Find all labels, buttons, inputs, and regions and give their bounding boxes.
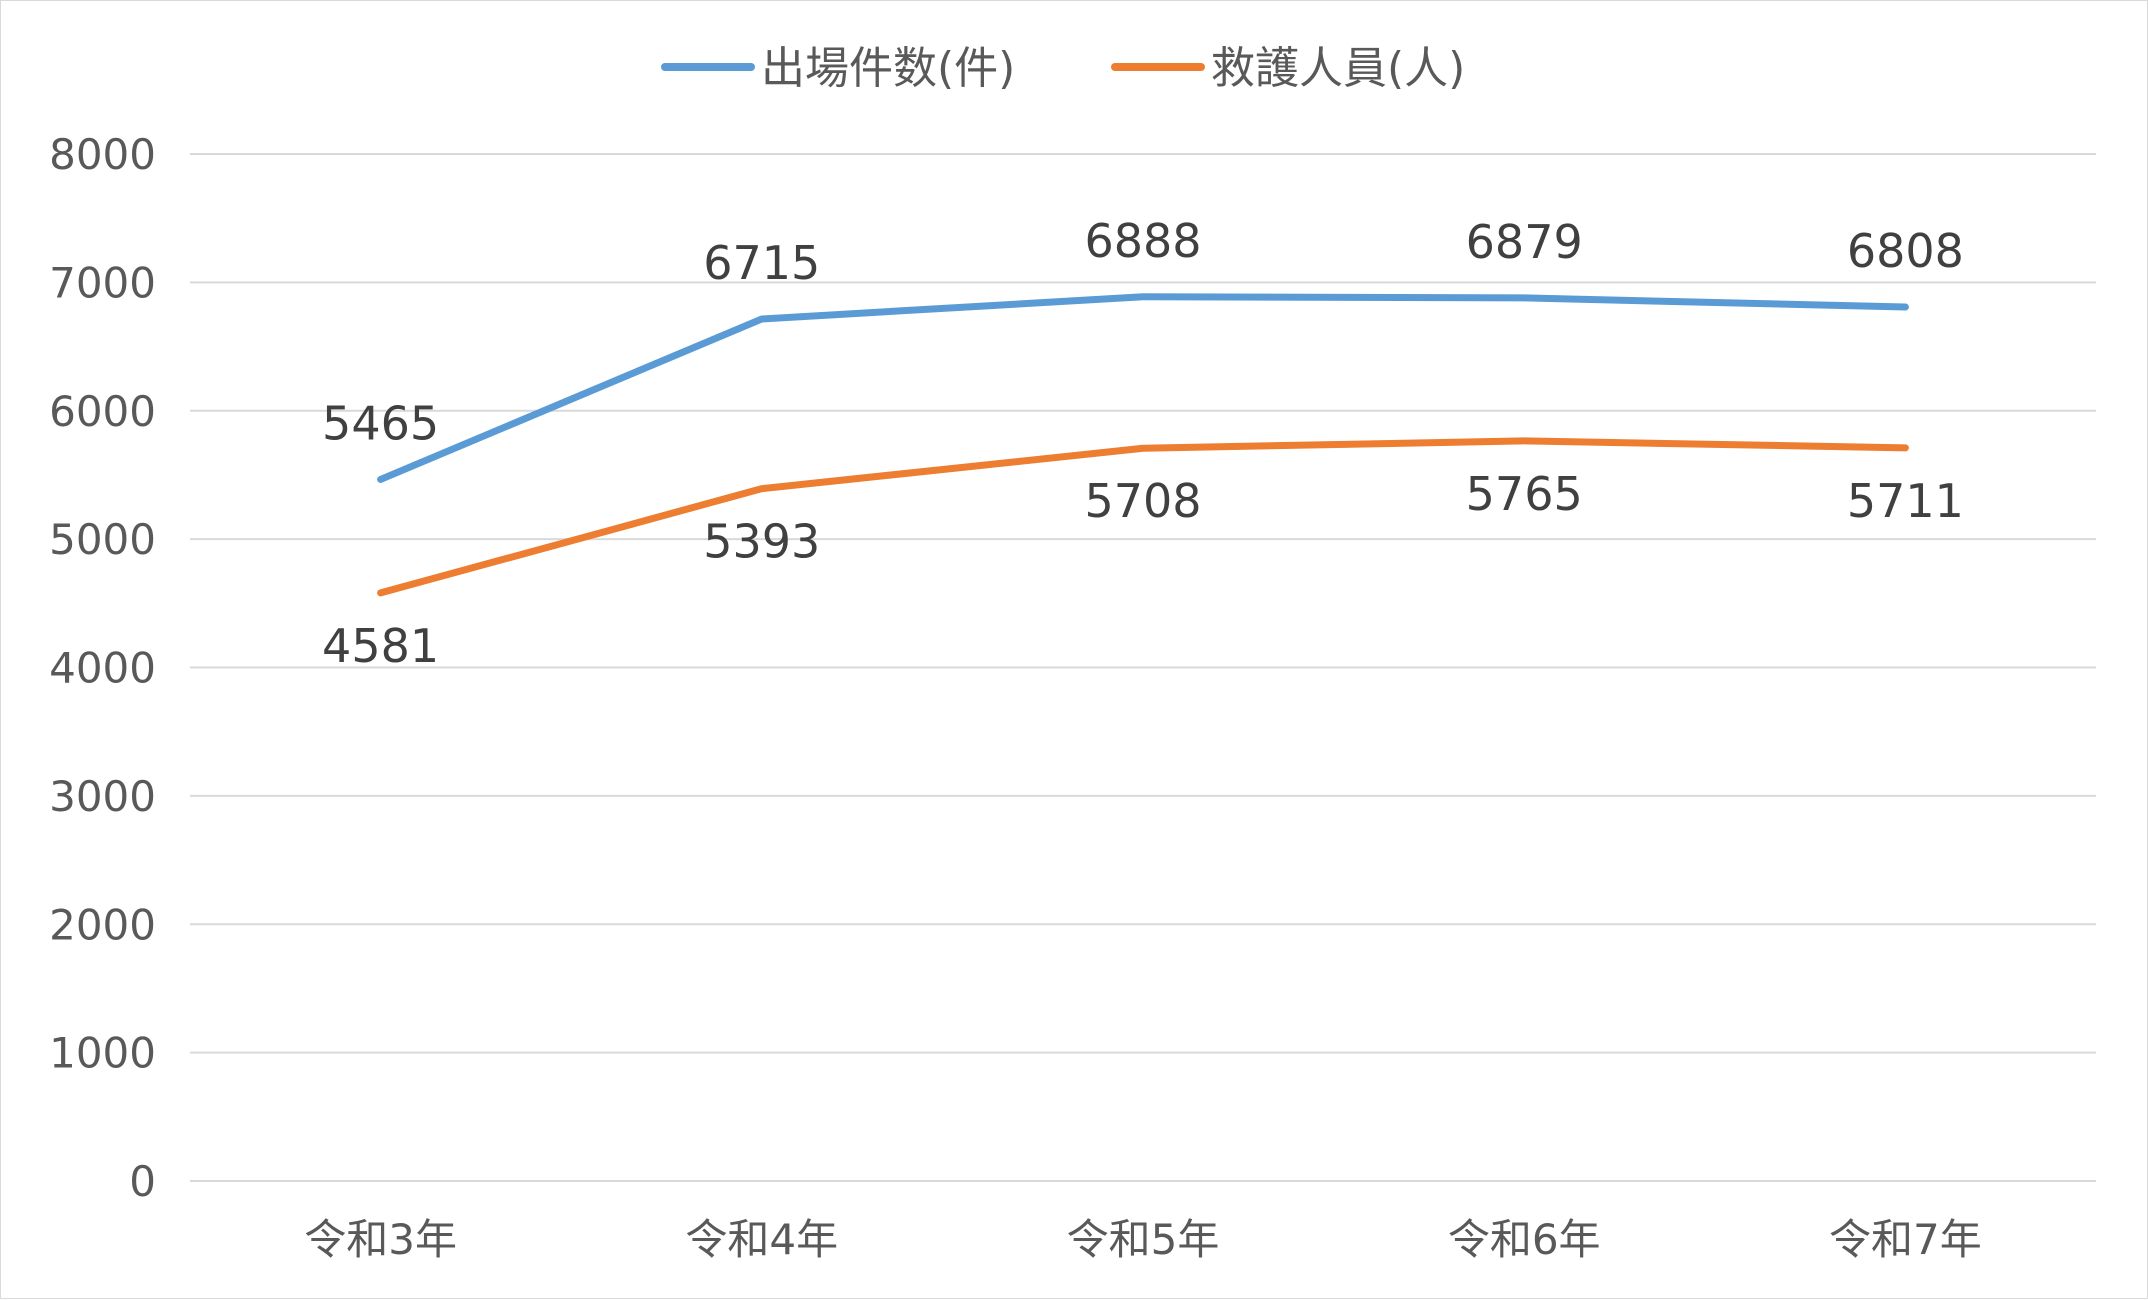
data-label: 5765 — [1466, 467, 1583, 521]
data-label: 6715 — [703, 236, 820, 290]
y-tick-label: 3000 — [49, 772, 156, 821]
y-tick-label: 0 — [129, 1157, 156, 1206]
data-label: 5711 — [1847, 474, 1964, 528]
legend: 出場件数(件) 救護人員(人) — [665, 43, 1465, 94]
x-tick-label: 令和5年 — [1067, 1215, 1220, 1264]
legend-label: 救護人員(人) — [1211, 43, 1465, 94]
y-tick-label: 7000 — [49, 258, 156, 307]
x-tick-label: 令和4年 — [685, 1215, 838, 1264]
data-label: 6879 — [1466, 215, 1583, 269]
y-tick-label: 1000 — [49, 1029, 156, 1078]
x-tick-label: 令和3年 — [304, 1215, 457, 1264]
y-tick-label: 4000 — [49, 644, 156, 693]
x-tick-label: 令和6年 — [1448, 1215, 1601, 1264]
y-tick-label: 5000 — [49, 515, 156, 564]
series-line — [381, 297, 1906, 480]
data-label: 6888 — [1084, 214, 1201, 268]
y-tick-label: 2000 — [49, 900, 156, 949]
y-axis-tick-labels: 0 1000 2000 3000 4000 5000 6000 7000 8000 — [49, 130, 156, 1206]
series-lines — [381, 297, 1906, 593]
x-tick-label: 令和7年 — [1829, 1215, 1982, 1264]
data-label: 6808 — [1847, 224, 1964, 278]
data-label: 5708 — [1084, 474, 1201, 528]
y-tick-label: 6000 — [49, 387, 156, 436]
x-axis-tick-labels: 令和3年 令和4年 令和5年 令和6年 令和7年 — [304, 1215, 1982, 1264]
data-label: 5465 — [322, 396, 439, 450]
data-label: 4581 — [322, 619, 439, 673]
data-label: 5393 — [703, 515, 820, 569]
y-tick-label: 8000 — [49, 130, 156, 179]
legend-label: 出場件数(件) — [761, 43, 1015, 94]
